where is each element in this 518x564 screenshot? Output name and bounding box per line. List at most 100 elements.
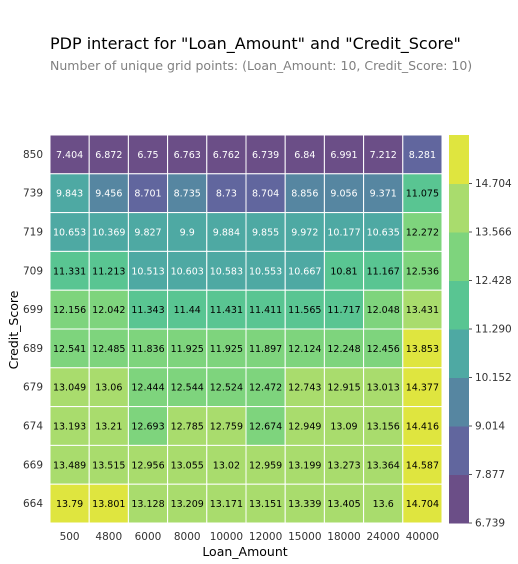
heatmap-cell-value: 11.343	[131, 305, 164, 316]
heatmap-cell	[402, 367, 443, 408]
x-tick-label: 24000	[366, 531, 399, 543]
y-tick-label: 709	[23, 265, 43, 277]
y-axis-label: Credit_Score	[6, 290, 21, 369]
heatmap-cell	[206, 250, 247, 291]
heatmap-cell-value: 13.79	[56, 499, 83, 510]
heatmap-cell	[402, 212, 443, 252]
heatmap-cell	[323, 289, 365, 330]
heatmap-cell	[167, 483, 208, 524]
y-tick-label: 699	[23, 304, 43, 316]
heatmap-cell-value: 13.09	[330, 422, 357, 433]
heatmap-cell	[402, 173, 443, 214]
heatmap-cell	[323, 212, 365, 252]
colorbar-segment	[449, 377, 469, 427]
heatmap-cell-value: 12.272	[406, 228, 439, 239]
heatmap-cell-value: 12.759	[210, 422, 243, 433]
heatmap-cell	[167, 328, 208, 369]
heatmap-cell	[284, 328, 325, 369]
heatmap-cell-value: 6.739	[252, 150, 279, 161]
heatmap-cell-value: 14.587	[406, 460, 439, 471]
heatmap-cell-value: 11.431	[210, 305, 243, 316]
heatmap-cell-value: 13.055	[171, 460, 204, 471]
heatmap-cell	[127, 367, 169, 408]
x-tick-label: 4800	[95, 531, 122, 543]
heatmap-cell	[323, 406, 365, 446]
heatmap-cell	[245, 134, 286, 175]
heatmap-cell-value: 12.785	[171, 422, 204, 433]
heatmap-cell-value: 13.06	[95, 383, 122, 394]
y-tick-labels: 850 739 719 709 699 689 679 674 669 664	[23, 149, 43, 510]
heatmap-cell-value: 10.81	[330, 266, 357, 277]
x-tick-label: 10000	[210, 531, 243, 543]
chart-title: PDP interact for "Loan_Amount" and "Cred…	[50, 34, 461, 53]
heatmap-cell-value: 14.704	[406, 499, 439, 510]
y-tick-label: 739	[23, 188, 43, 200]
heatmap-cell-value: 13.02	[213, 460, 240, 471]
heatmap-cell-value: 14.416	[406, 422, 439, 433]
heatmap-cell	[402, 289, 443, 330]
heatmap-cell	[167, 444, 208, 485]
heatmap-value-labels: 7.404 6.872 6.75 6.763 6.762 6.739 6.84 6.991 7.…	[53, 150, 439, 510]
y-tick-label: 679	[23, 382, 43, 394]
x-tick-label: 6000	[135, 531, 162, 543]
colorbar: 6.739 7.877 9.014 10.152 11.290 12.428 13.566 1…	[449, 135, 512, 530]
heatmap-cell-value: 12.485	[92, 344, 125, 355]
heatmap-cell-value: 10.667	[288, 266, 321, 277]
heatmap-cell-value: 11.167	[367, 266, 400, 277]
heatmap-cell	[363, 444, 404, 485]
colorbar-tick-label: 10.152	[475, 372, 512, 384]
heatmap-cell-value: 10.513	[131, 266, 164, 277]
y-tick-label: 669	[23, 459, 43, 471]
heatmap-cell-value: 11.411	[249, 305, 282, 316]
heatmap-cell-value: 9.056	[330, 189, 357, 200]
heatmap-cell	[363, 406, 404, 446]
heatmap-cell-value: 6.84	[294, 150, 315, 161]
y-tick-label: 674	[23, 421, 43, 433]
heatmap-cell-value: 13.489	[53, 460, 86, 471]
heatmap-cell-value: 12.949	[288, 422, 321, 433]
heatmap-cell	[167, 406, 208, 446]
x-tick-label: 40000	[406, 531, 439, 543]
x-tick-label: 500	[60, 531, 80, 543]
heatmap-cell-value: 11.836	[131, 344, 164, 355]
chart-subtitle: Number of unique grid points: (Loan_Amou…	[50, 58, 473, 73]
heatmap-cell-value: 8.281	[409, 150, 436, 161]
colorbar-segment	[449, 474, 469, 524]
colorbar-tick-label: 9.014	[475, 421, 505, 433]
heatmap-cell-value: 13.049	[53, 383, 86, 394]
x-tick-labels: 500 4800 6000 8000 10000 12000 15000 18000 24000…	[60, 531, 440, 543]
heatmap-cell	[49, 367, 90, 408]
heatmap-cell-value: 12.248	[327, 344, 360, 355]
heatmap-cell-value: 8.73	[216, 189, 237, 200]
heatmap-cell	[49, 483, 90, 524]
heatmap-cell	[402, 444, 443, 485]
heatmap-cell	[245, 212, 286, 252]
heatmap-cell-value: 13.364	[367, 460, 400, 471]
heatmap-cell-value: 12.472	[249, 383, 282, 394]
heatmap-cell-value: 11.717	[327, 305, 360, 316]
heatmap-cell-value: 7.404	[56, 150, 83, 161]
heatmap-cell-value: 12.444	[131, 383, 164, 394]
heatmap-cell-value: 12.743	[288, 383, 321, 394]
heatmap-cell-value: 9.456	[95, 189, 122, 200]
heatmap-cell-value: 6.991	[330, 150, 357, 161]
heatmap-cell-value: 10.369	[92, 228, 125, 239]
heatmap-cell-value: 7.212	[370, 150, 397, 161]
heatmap-cell	[402, 250, 443, 291]
heatmap-cell-value: 12.674	[249, 422, 282, 433]
heatmap-cell-value: 8.701	[134, 189, 161, 200]
heatmap-cell-value: 12.541	[53, 344, 86, 355]
heatmap-cell	[49, 173, 90, 214]
heatmap-cell-value: 9.855	[252, 228, 279, 239]
heatmap-cell-value: 11.075	[406, 189, 439, 200]
heatmap-cell-value: 13.6	[373, 499, 394, 510]
colorbar-segment	[449, 183, 469, 233]
heatmap-cell	[284, 406, 325, 446]
colorbar-segment	[449, 280, 469, 330]
heatmap-cell	[402, 483, 443, 524]
heatmap-cell	[49, 406, 90, 446]
heatmap-cell-value: 12.956	[131, 460, 164, 471]
heatmap-cell	[245, 483, 286, 524]
colorbar-tick-label: 7.877	[475, 469, 505, 481]
heatmap-cell-value: 11.925	[210, 344, 243, 355]
